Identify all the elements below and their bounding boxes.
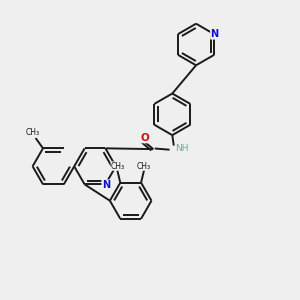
- Text: CH₃: CH₃: [137, 161, 151, 170]
- Text: N: N: [211, 29, 219, 39]
- Text: NH: NH: [176, 144, 189, 153]
- Text: CH₃: CH₃: [111, 161, 125, 170]
- Text: O: O: [141, 133, 149, 143]
- Text: N: N: [102, 180, 110, 190]
- Text: CH₃: CH₃: [26, 128, 40, 137]
